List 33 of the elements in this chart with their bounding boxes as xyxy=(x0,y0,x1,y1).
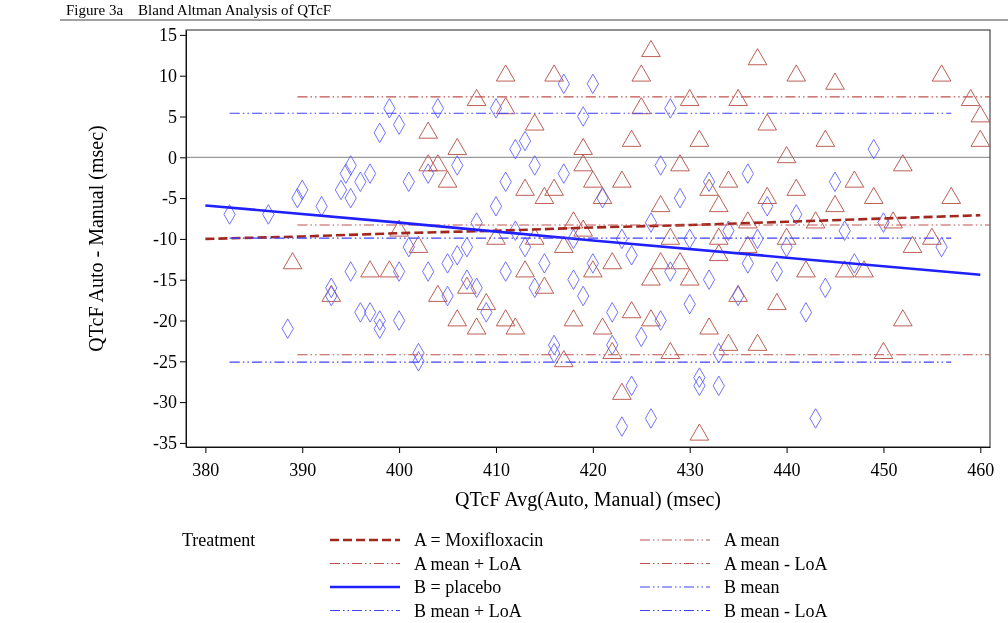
y-tick-label: -5 xyxy=(162,188,177,209)
y-tick-label: -10 xyxy=(153,229,177,250)
y-tick-label: -25 xyxy=(153,351,177,372)
x-tick-label: 440 xyxy=(773,459,801,480)
legend-label: A = Moxifloxacin xyxy=(414,530,544,550)
legend-label: A mean xyxy=(724,530,780,550)
legend-label: A mean + LoA xyxy=(414,553,522,574)
x-tick-label: 460 xyxy=(967,459,995,480)
x-tick-label: 400 xyxy=(386,459,414,480)
y-tick-label: -35 xyxy=(153,433,177,454)
legend-title: Treatment xyxy=(182,530,256,550)
y-axis-title: QTcF Auto - Manual (msec) xyxy=(85,125,108,352)
x-tick-label: 420 xyxy=(579,459,607,480)
y-tick-label: -30 xyxy=(153,392,177,413)
y-tick-label: 15 xyxy=(159,25,177,46)
x-tick-label: 380 xyxy=(192,459,220,480)
y-tick-label: 10 xyxy=(159,65,177,86)
legend-label: A mean - LoA xyxy=(724,553,828,574)
legend-label: B mean + LoA xyxy=(414,600,522,621)
x-tick-label: 390 xyxy=(289,459,317,480)
x-tick-label: 410 xyxy=(482,459,510,480)
legend-label: B mean - LoA xyxy=(724,600,828,621)
x-tick-label: 430 xyxy=(676,459,704,480)
y-tick-label: 5 xyxy=(168,106,177,127)
line-series xyxy=(204,204,982,277)
x-axis-title: QTcF Avg(Auto, Manual) (msec) xyxy=(455,488,721,511)
legend-label: B = placebo xyxy=(414,577,502,597)
y-tick-label: -20 xyxy=(153,310,177,331)
y-tick-label: 0 xyxy=(168,147,177,168)
chart-title: Figure 3a Bland Altman Analysis of QTcF xyxy=(66,2,332,18)
legend-label: B mean xyxy=(724,577,780,597)
y-tick-label: -15 xyxy=(153,269,177,290)
x-tick-label: 450 xyxy=(870,459,898,480)
